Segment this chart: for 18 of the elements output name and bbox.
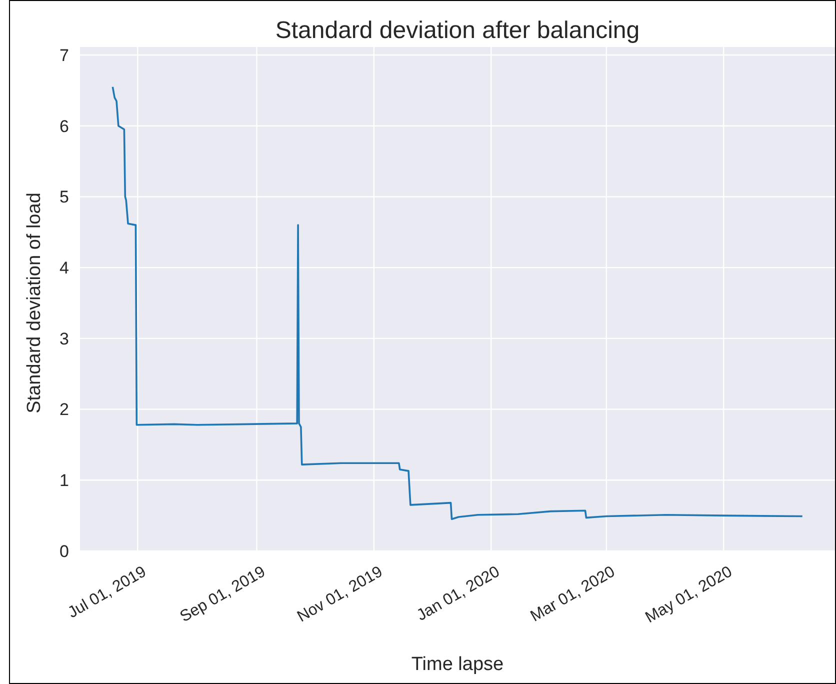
chart-title: Standard deviation after balancing [275,17,640,44]
y-tick-label: 3 [60,329,69,348]
y-tick-label: 4 [60,258,69,278]
y-tick-label: 6 [60,116,69,136]
x-tick-label: Jul 01, 2019 [65,563,150,622]
y-tick-label: 7 [60,46,69,65]
x-tick-label: Sep 01, 2019 [177,563,268,626]
x-tick-label: Nov 01, 2019 [294,563,386,626]
line-series [112,86,804,520]
y-tick-label: 0 [60,542,69,561]
y-axis-title: Standard deviation of load [24,192,45,414]
x-tick-label: May 01, 2020 [642,563,736,627]
y-tick-label: 1 [60,471,69,490]
x-tick-label: Jan 01, 2020 [414,563,503,624]
y-tick-label: 2 [60,400,69,420]
x-axis-title: Time lapse [411,654,504,675]
x-tick-label: Mar 01, 2020 [528,563,618,626]
y-tick-label: 5 [60,188,69,207]
